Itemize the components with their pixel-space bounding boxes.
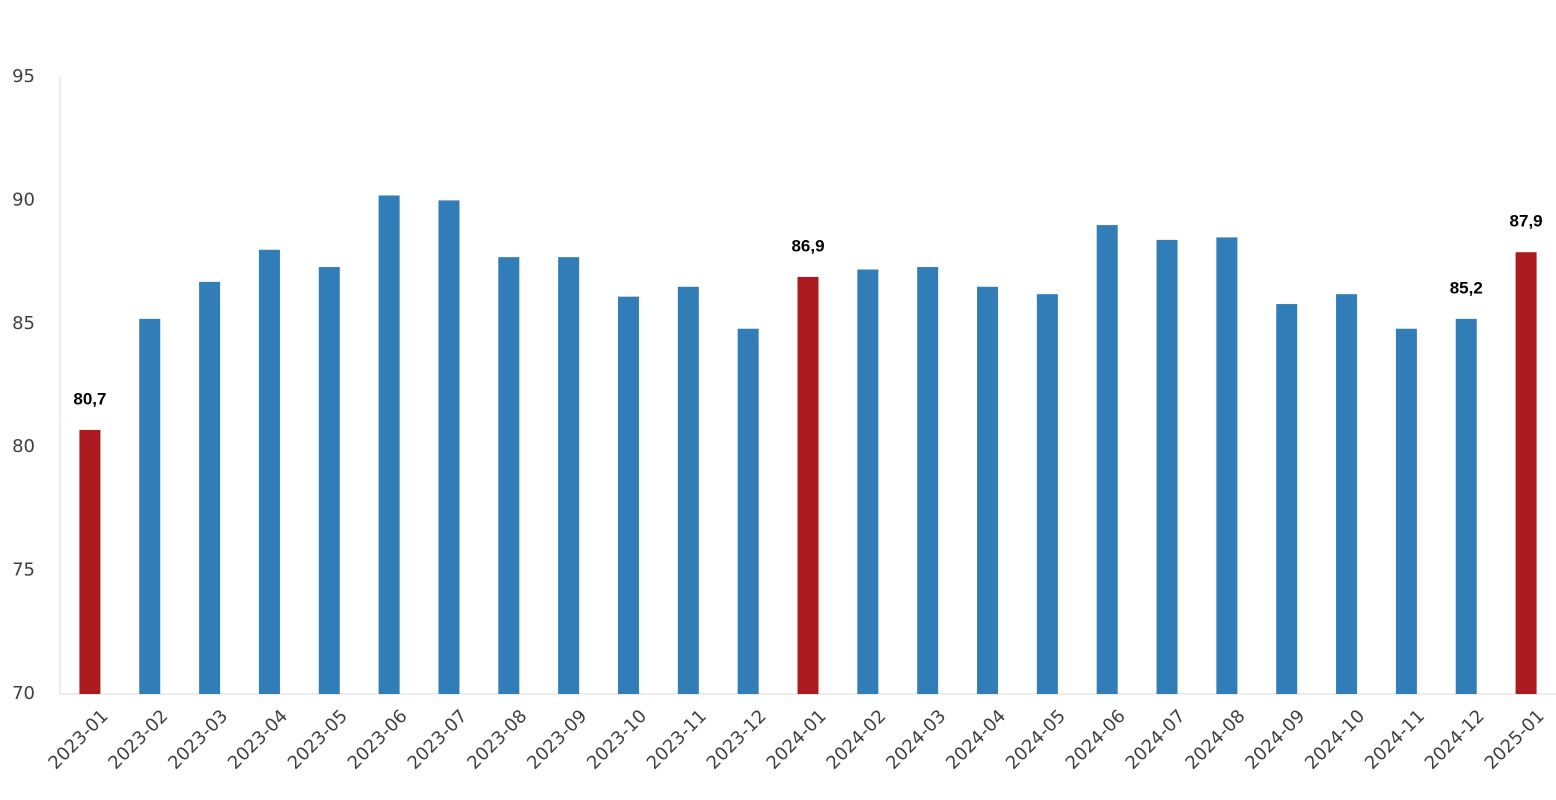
bar bbox=[1336, 294, 1358, 694]
bar bbox=[857, 269, 879, 694]
y-tick-label: 85 bbox=[12, 313, 35, 334]
x-tick-label: 2023-09 bbox=[523, 706, 591, 774]
x-tick-label: 2023-08 bbox=[463, 706, 531, 774]
x-tick-label: 2024-05 bbox=[1002, 706, 1070, 774]
bar bbox=[1156, 239, 1178, 694]
data-label: 85,2 bbox=[1450, 278, 1483, 297]
bar bbox=[797, 276, 819, 694]
bar bbox=[139, 318, 161, 694]
x-tick-label: 2024-01 bbox=[763, 706, 831, 774]
y-tick-label: 75 bbox=[12, 560, 35, 581]
bar bbox=[1276, 304, 1298, 694]
x-tick-label: 2024-10 bbox=[1301, 706, 1369, 774]
x-tick-label: 2024-02 bbox=[822, 706, 890, 774]
bar bbox=[558, 257, 580, 694]
bar bbox=[677, 286, 699, 694]
bar bbox=[917, 267, 939, 694]
bar bbox=[1096, 225, 1118, 694]
bar bbox=[79, 429, 101, 694]
x-tick-label: 2023-10 bbox=[583, 706, 651, 774]
x-tick-label: 2025-01 bbox=[1481, 706, 1549, 774]
bar bbox=[199, 281, 221, 694]
x-tick-label: 2023-04 bbox=[224, 706, 292, 774]
y-tick-label: 80 bbox=[12, 436, 35, 457]
x-tick-label: 2024-08 bbox=[1181, 706, 1249, 774]
x-tick-label: 2023-03 bbox=[164, 706, 232, 774]
x-tick-label: 2023-12 bbox=[703, 706, 771, 774]
x-tick-label: 2024-07 bbox=[1122, 706, 1190, 774]
x-tick-label: 2023-02 bbox=[104, 706, 172, 774]
bar bbox=[258, 249, 280, 694]
bar bbox=[1455, 318, 1477, 694]
bar bbox=[498, 257, 520, 694]
bar bbox=[318, 267, 340, 694]
x-tick-label: 2023-07 bbox=[404, 706, 472, 774]
x-tick-label: 2023-01 bbox=[44, 706, 112, 774]
x-tick-label: 2023-11 bbox=[643, 706, 711, 774]
x-tick-label: 2024-12 bbox=[1421, 706, 1489, 774]
bar bbox=[617, 296, 639, 694]
bar bbox=[1216, 237, 1238, 695]
x-tick-label: 2024-09 bbox=[1241, 706, 1309, 774]
bar bbox=[1036, 294, 1058, 694]
y-tick-label: 70 bbox=[12, 683, 35, 704]
x-tick-label: 2024-06 bbox=[1062, 706, 1130, 774]
x-tick-label: 2024-03 bbox=[882, 706, 950, 774]
bar bbox=[438, 200, 460, 694]
data-label: 86,9 bbox=[791, 236, 824, 255]
bar bbox=[977, 286, 999, 694]
y-tick-label: 95 bbox=[12, 66, 35, 87]
bar bbox=[737, 328, 759, 694]
bar bbox=[378, 195, 400, 695]
data-label: 80,7 bbox=[73, 389, 106, 408]
y-tick-label: 90 bbox=[12, 189, 35, 210]
data-label: 87,9 bbox=[1510, 212, 1543, 231]
x-tick-label: 2024-04 bbox=[942, 706, 1010, 774]
x-tick-label: 2023-05 bbox=[284, 706, 352, 774]
x-tick-label: 2024-11 bbox=[1361, 706, 1429, 774]
x-tick-label: 2023-06 bbox=[344, 706, 412, 774]
bar bbox=[1515, 252, 1537, 694]
bar bbox=[1395, 328, 1417, 694]
